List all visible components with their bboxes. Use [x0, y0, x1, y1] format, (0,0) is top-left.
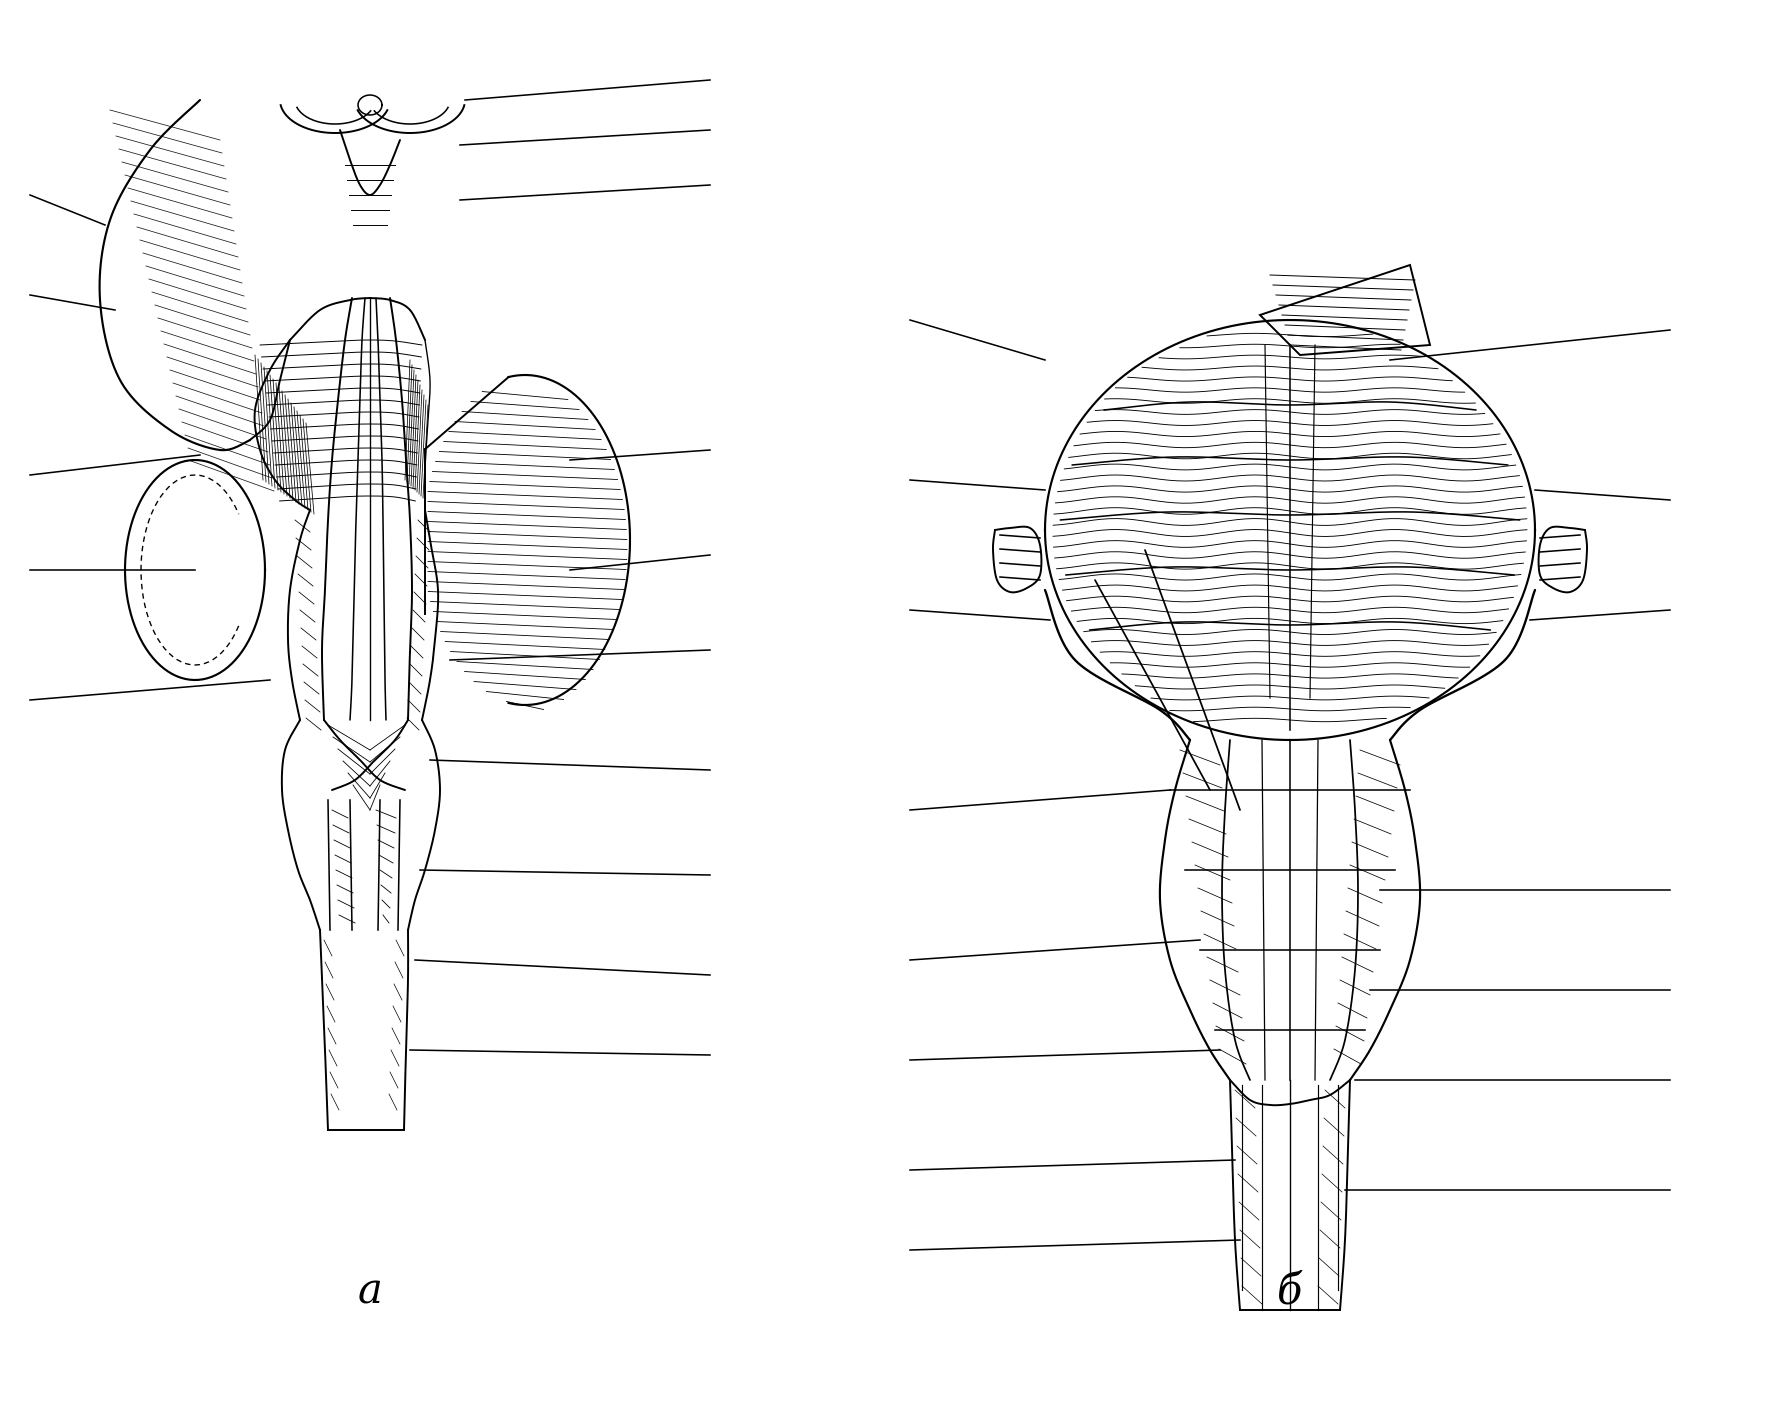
Text: a: a [358, 1270, 383, 1312]
Text: б: б [1277, 1270, 1303, 1312]
Polygon shape [1261, 265, 1431, 355]
